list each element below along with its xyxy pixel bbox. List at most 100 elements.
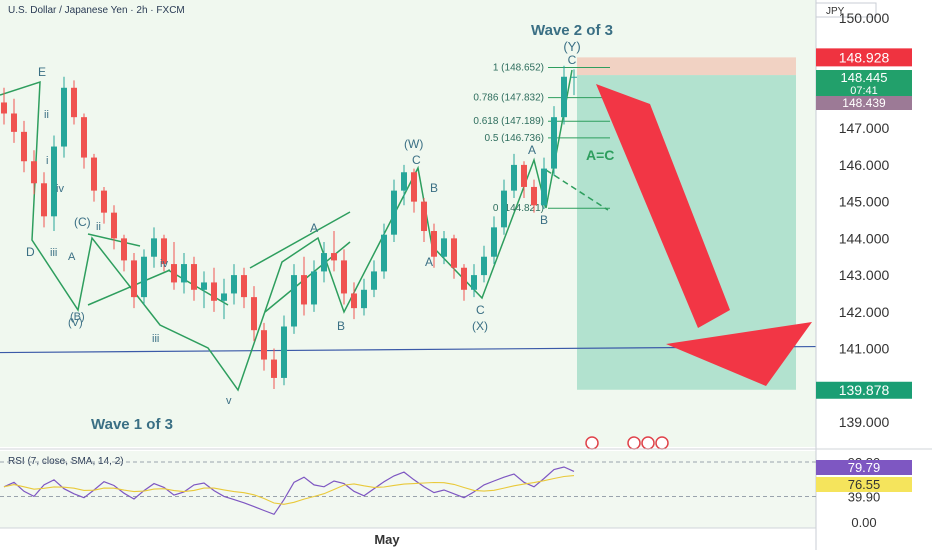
candle-body (271, 359, 277, 378)
price-tick-label: 143.000 (839, 267, 890, 283)
label-ii: ii (44, 109, 49, 121)
prev-close-text: 148.439 (842, 96, 886, 110)
target-price-tag-background (816, 381, 912, 399)
label-ii-circle: ii (96, 221, 101, 233)
target-price-tag-text: 139.878 (839, 382, 890, 398)
candle-body (561, 76, 567, 118)
prev-close-tag-background (816, 96, 912, 110)
fib-level-label: 0 (144.821) (493, 203, 544, 214)
price-tick-label: 150.000 (839, 10, 890, 26)
rsi-ma-tag-background (816, 477, 912, 492)
candle-body (301, 275, 307, 305)
candle-body (51, 146, 57, 217)
flag-event-icon[interactable] (627, 436, 641, 450)
time-axis-label-may: May (374, 532, 400, 547)
label-e: E (38, 65, 46, 79)
bar-countdown: 07:41 (850, 85, 878, 97)
candle-body (461, 267, 467, 290)
currency-label: JPY (826, 6, 845, 17)
flag-event-icon[interactable] (585, 436, 599, 450)
fib-level-label: 0.5 (146.736) (485, 133, 545, 144)
label-d: D (26, 245, 35, 259)
arrow-head (666, 322, 812, 386)
candle-body (211, 282, 217, 301)
rsi-line (3, 466, 575, 516)
candle-body (91, 157, 97, 191)
candle-body (311, 271, 317, 305)
candle-body (451, 238, 457, 268)
short-position-stop-zone[interactable] (577, 57, 796, 76)
candle-body (161, 238, 167, 265)
candle-body (261, 330, 267, 360)
candle-body (241, 275, 247, 298)
candle-body (281, 326, 287, 378)
label-v-paren: (V) (68, 317, 83, 329)
candle-body (531, 186, 537, 206)
label-x: (X) (472, 319, 488, 333)
wave-path-left (0, 69, 573, 392)
stop-price-tag-text: 148.928 (839, 49, 890, 65)
price-tick-label: 147.000 (839, 120, 890, 136)
candle-body (251, 297, 257, 331)
candle-body (431, 231, 437, 257)
candle-body (571, 76, 577, 78)
candle-body (291, 275, 297, 327)
candle-body (371, 271, 377, 290)
candle-body (471, 275, 477, 290)
candle-body (71, 87, 77, 118)
wave-y-label: (Y) (563, 39, 580, 54)
candle-body (491, 227, 497, 257)
rsi-pane-background (0, 451, 816, 528)
rsi-value-tag-background (816, 460, 912, 475)
ac-label: A=C (586, 147, 614, 163)
prev-close-tag: 148.439 (816, 96, 912, 110)
candle-body (541, 168, 547, 206)
price-tick-label: 141.000 (839, 341, 890, 357)
price-axis-ticks: 150.000 147.000 146.000 145.000 144.000 143.0… (839, 10, 890, 430)
candle-body (361, 289, 367, 309)
fib-retracement[interactable]: 1 (148.652) 0.786 (147.832) 0.618 (147.189… (473, 63, 610, 215)
candle-body (41, 183, 47, 217)
candle-body (231, 275, 237, 294)
wave-c-top-label: C (568, 53, 577, 67)
ac-projection-line (545, 169, 609, 211)
wave-1-label: Wave 1 of 3 (91, 416, 173, 433)
rsi-ma-text: 76.55 (848, 477, 881, 492)
label-i: i (46, 155, 48, 167)
candle-body (221, 293, 227, 301)
triangle-line-lower (87, 269, 171, 306)
last-price-tag-background (816, 70, 912, 96)
wave-lines (0, 69, 609, 392)
candle-body (21, 131, 27, 162)
candle-body (11, 113, 17, 132)
candle-body (381, 234, 387, 272)
candle-body (201, 282, 207, 290)
candle-body (191, 264, 197, 290)
candle-body (501, 190, 507, 228)
candle-body (31, 161, 37, 184)
price-tick-label: 139.000 (839, 414, 890, 430)
candle-body (331, 253, 337, 261)
price-tick-label: 142.000 (839, 304, 890, 320)
symbol-title: U.S. Dollar / Japanese Yen · 2h · FXCM (8, 5, 185, 16)
candles (1, 65, 577, 389)
candle-body (481, 256, 487, 276)
candle-body (511, 164, 517, 191)
candle-body (181, 264, 187, 283)
candle-body (111, 212, 117, 239)
candle-body (101, 190, 107, 213)
candle-body (61, 87, 67, 147)
candle-body (441, 238, 447, 257)
candle-body (411, 172, 417, 202)
currency-badge[interactable] (815, 2, 877, 18)
wave-2-label: Wave 2 of 3 (531, 22, 613, 39)
fib-level-label: 1 (148.652) (493, 63, 544, 74)
label-c-paren: (C) (74, 215, 91, 229)
flag-event-icon[interactable] (655, 436, 669, 450)
label-c-w: C (412, 153, 421, 167)
rsi-value-text: 79.79 (848, 460, 881, 475)
candle-body (341, 260, 347, 294)
flag-event-icon[interactable] (641, 436, 655, 450)
